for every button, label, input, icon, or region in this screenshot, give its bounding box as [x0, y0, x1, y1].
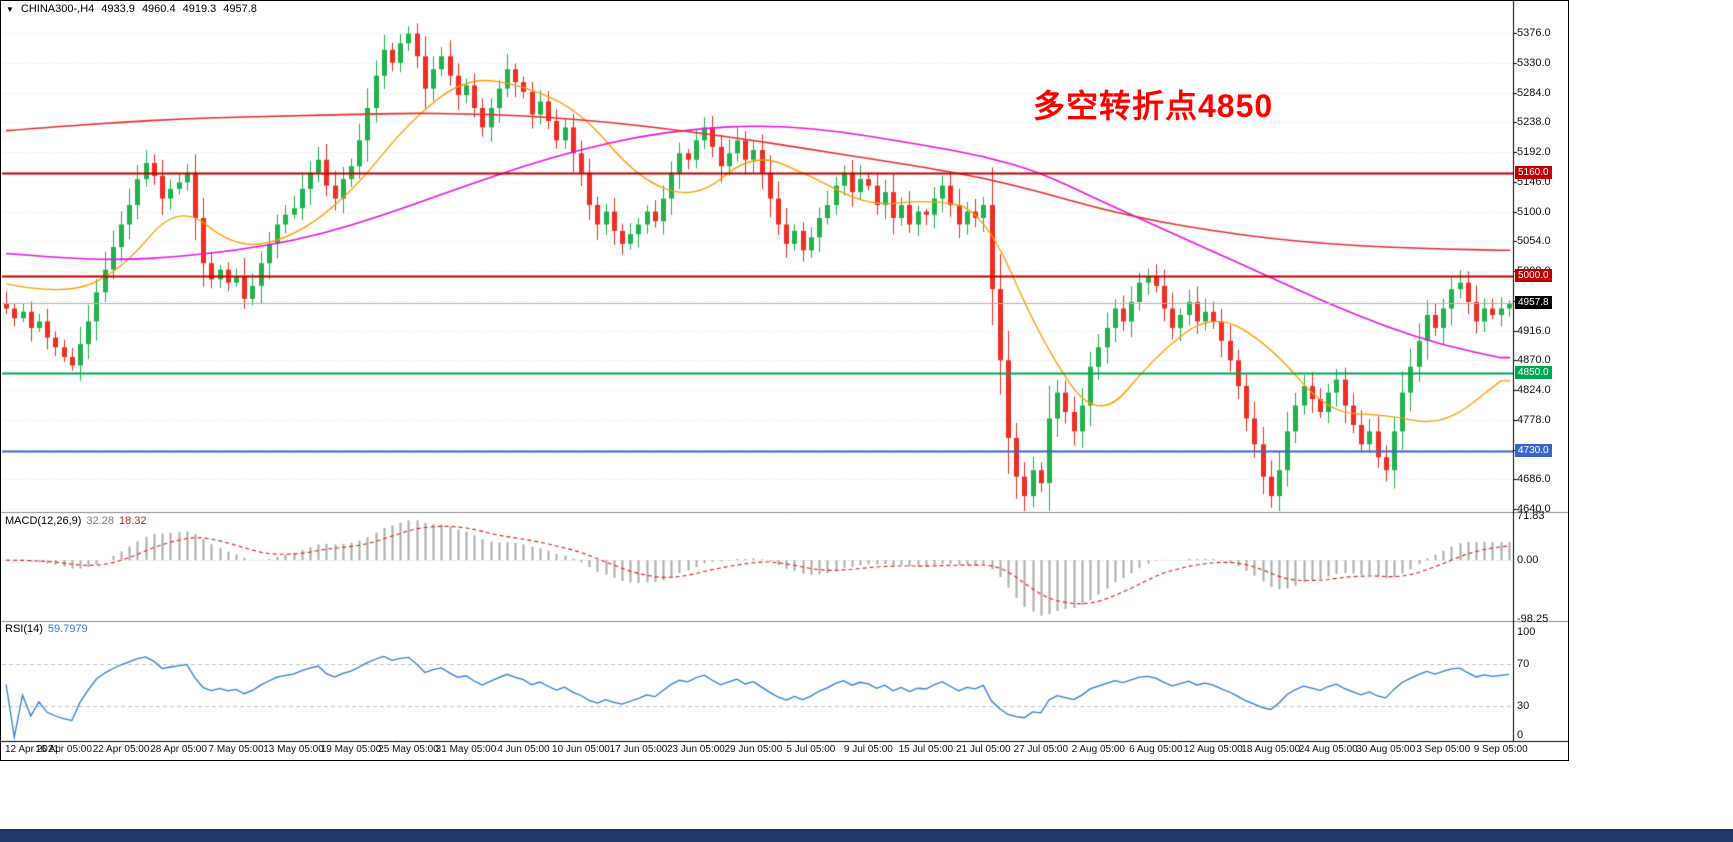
time-tick-label: 18 Aug 05:00	[1241, 744, 1301, 755]
time-tick-label: 15 Jul 05:00	[898, 744, 954, 755]
time-tick-label: 24 Aug 05:00	[1298, 744, 1358, 755]
price-tick: 5376.0	[1517, 27, 1551, 39]
hline-price-label: 5000.0	[1515, 269, 1552, 283]
time-tick-label: 19 May 05:00	[320, 744, 382, 755]
time-tick-label: 5 Jul 05:00	[786, 744, 836, 755]
symbol-period-label: CHINA300-,H4	[20, 3, 95, 15]
time-tick-label: 9 Sep 05:00	[1473, 744, 1528, 755]
time-tick-label: 9 Jul 05:00	[843, 744, 893, 755]
price-tick: 4640.0	[1517, 503, 1551, 515]
macd-name: MACD(12,26,9)	[5, 515, 82, 527]
time-tick-label: 12 Apr 2021	[5, 744, 59, 755]
time-tick-label: 2 Aug 05:00	[1071, 744, 1125, 755]
time-tick-label: 7 May 05:00	[208, 744, 264, 755]
time-tick-label: 13 May 05:00	[263, 744, 324, 755]
ohlc-open: 4933.9	[101, 3, 135, 15]
price-tick: 4870.0	[1517, 354, 1551, 367]
price-tick: 5192.0	[1517, 146, 1551, 158]
chart-window: ▼ CHINA300-,H4 4933.9 4960.4 4919.3 4957…	[0, 0, 1569, 761]
rsi-indicator-label: RSI(14) 59.7979	[5, 623, 88, 635]
hline-price-label: 5160.0	[1515, 165, 1552, 179]
price-tick: 4686.0	[1517, 473, 1551, 486]
rsi-axis-label: 0	[1517, 729, 1524, 741]
time-tick-label: 21 Jul 05:00	[956, 744, 1011, 755]
price-tick: 5238.0	[1517, 116, 1551, 129]
price-tick: 5146.0	[1517, 175, 1551, 188]
rsi-axis-label: 30	[1517, 699, 1530, 712]
time-tick-label: 30 Aug 05:00	[1356, 744, 1416, 755]
macd-axis-label: 71.83	[1517, 510, 1545, 522]
price-tick: 5100.0	[1517, 205, 1551, 218]
price-tick: 4916.0	[1517, 324, 1551, 337]
time-tick-label: 17 Jun 05:00	[609, 744, 668, 755]
rsi-axis-label: 100	[1517, 626, 1536, 638]
time-tick-label: 25 May 05:00	[378, 744, 439, 755]
time-tick-label: 23 Jun 05:00	[666, 744, 725, 755]
hline-price-label: 4850.0	[1515, 366, 1552, 380]
price-tick: 4824.0	[1517, 384, 1551, 396]
current-price-label: 4957.8	[1515, 296, 1552, 310]
macd-indicator-label: MACD(12,26,9) 32.28 18.32	[5, 515, 146, 527]
rsi-axis-label: 70	[1517, 657, 1530, 670]
rsi-name: RSI(14)	[5, 623, 43, 635]
time-tick-label: 3 Sep 05:00	[1416, 744, 1471, 755]
price-tick: 5284.0	[1517, 86, 1551, 99]
time-tick-label: 22 Apr 05:00	[92, 744, 150, 755]
time-tick-label: 31 May 05:00	[435, 744, 497, 755]
macd-axis-label: -98.25	[1517, 613, 1549, 625]
chart-info-bar: ▼ CHINA300-,H4 4933.9 4960.4 4919.3 4957…	[6, 3, 257, 15]
time-tick-label: 16 Apr 05:00	[35, 744, 92, 755]
ohlc-high: 4960.4	[141, 3, 176, 15]
time-tick-label: 10 Jun 05:00	[552, 744, 610, 755]
time-tick-label: 28 Apr 05:00	[150, 744, 207, 755]
time-tick-label: 6 Aug 05:00	[1129, 744, 1183, 755]
rsi-value: 59.7979	[47, 623, 88, 635]
ohlc-close: 4957.8	[223, 3, 257, 15]
macd-signal-value: 18.32	[118, 515, 147, 527]
hline-price-label: 4730.0	[1515, 443, 1552, 457]
symbol-dropdown-icon[interactable]: ▼	[6, 4, 14, 14]
time-tick-label: 29 Jun 05:00	[724, 744, 783, 755]
price-tick: 5330.0	[1517, 56, 1551, 69]
price-chart-canvas[interactable]	[1, 1, 1568, 760]
macd-axis-label: 0.00	[1517, 554, 1539, 567]
time-tick-label: 12 Aug 05:00	[1183, 744, 1243, 755]
time-tick-label: 27 Jul 05:00	[1013, 744, 1069, 755]
chart-annotation-text[interactable]: 多空转折点4850	[1033, 88, 1274, 124]
price-tick: 5054.0	[1517, 235, 1551, 248]
taskbar[interactable]	[0, 829, 1733, 842]
ohlc-low: 4919.3	[182, 3, 217, 15]
price-tick: 4778.0	[1517, 413, 1551, 426]
macd-main-value: 32.28	[86, 515, 114, 527]
time-tick-label: 4 Jun 05:00	[497, 744, 550, 755]
